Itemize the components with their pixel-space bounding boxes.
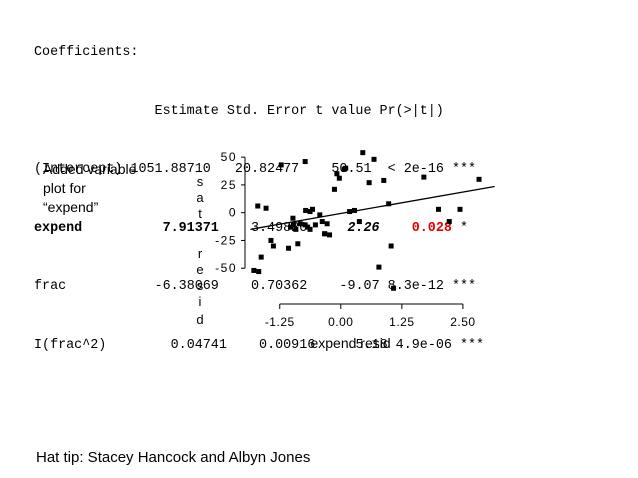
coefficients-table: Coefficients: Estimate Std. Error t valu…: [34, 4, 484, 375]
coef-stars: ***: [451, 162, 477, 177]
data-point: [256, 269, 262, 275]
coef-t: 50.51: [331, 162, 372, 177]
plot-note: Added variable plot for “expend”: [43, 160, 136, 217]
data-point: [331, 186, 337, 192]
data-point: [436, 206, 441, 212]
data-point: [371, 156, 377, 162]
y-axis-label-letter: s: [197, 278, 204, 293]
data-point: [421, 174, 427, 180]
coef-row-intercept: (Intercept) 1051.88710 20.82477 50.51 < …: [34, 160, 484, 180]
data-point: [376, 264, 382, 270]
y-axis-label-letter: t: [198, 206, 202, 221]
data-point: [317, 212, 323, 218]
y-axis-label-letter: i: [199, 294, 202, 309]
data-point: [295, 241, 301, 247]
coef-name: I(frac^2): [34, 337, 107, 353]
data-point: [293, 226, 299, 232]
coef-estimate: 1051.88710: [130, 162, 211, 177]
data-point: [322, 231, 328, 237]
data-point: [457, 206, 463, 212]
data-point: [297, 221, 303, 227]
coef-t: 5.18: [355, 337, 388, 353]
coef-t: -9.07: [339, 279, 380, 294]
coef-name: frac: [34, 279, 67, 294]
data-point: [386, 201, 392, 207]
data-point: [278, 162, 284, 168]
data-point: [290, 222, 296, 228]
x-axis-label: expend resid: [310, 335, 390, 351]
added-variable-plot: 50 25 0 -25 -50 -1.25 0.00 1.25 2.50 expend resid…: [196, 150, 495, 351]
fitted-line: [250, 185, 495, 230]
y-axis-label-letter: s: [197, 174, 204, 189]
y-axis-label-letter: r: [198, 246, 203, 261]
data-point: [476, 176, 482, 182]
coef-se: 0.70362: [251, 279, 308, 294]
data-point: [270, 243, 276, 249]
y-tick-label: 50: [221, 150, 237, 164]
data-point: [356, 219, 362, 225]
data-point: [290, 215, 296, 221]
data-point: [302, 222, 308, 228]
y-tick-label: 25: [221, 178, 237, 192]
coef-stars: *: [459, 220, 469, 236]
data-point: [347, 209, 353, 215]
y-axis-label-letter: a: [196, 190, 204, 205]
data-point: [388, 243, 394, 249]
credit-text: Hat tip: Stacey Hancock and Albyn Jones: [36, 449, 311, 466]
coef-row-frac: frac -6.38069 0.70362 -9.07 8.3e-12 ***: [34, 277, 484, 297]
y-axis-label-letter: e: [196, 262, 203, 277]
note-line: “expend”: [43, 199, 99, 215]
data-point: [319, 219, 325, 225]
data-point: [268, 237, 274, 243]
coef-stars: ***: [451, 279, 477, 294]
x-tick-label: 0.00: [328, 315, 353, 329]
data-point: [351, 207, 357, 213]
y-axis-label-letter: d: [196, 312, 203, 327]
coef-p: 4.9e-06: [395, 337, 452, 353]
data-point: [302, 159, 308, 165]
coef-p: 8.3e-12: [387, 279, 444, 294]
y-tick-label: -50: [215, 261, 237, 275]
x-tick-label: 1.25: [389, 315, 414, 329]
coef-t: 2.26: [347, 220, 380, 236]
data-point: [303, 207, 309, 213]
coef-name: (Intercept): [34, 162, 123, 177]
data-point: [366, 180, 372, 186]
coef-p: 0.028: [411, 220, 452, 236]
coef-estimate: 0.04741: [170, 337, 227, 353]
coef-se: 0.00916: [259, 337, 316, 353]
data-point: [258, 254, 264, 260]
data-point: [255, 203, 261, 209]
data-point: [336, 175, 342, 181]
data-point: [312, 222, 318, 228]
data-point: [391, 285, 397, 291]
note-line: Added variable: [43, 161, 137, 177]
data-point: [334, 171, 340, 177]
data-point: [446, 219, 452, 225]
coef-name: expend: [34, 220, 83, 236]
data-point: [360, 150, 366, 156]
coefficients-header: Estimate Std. Error t value Pr(>|t|): [34, 103, 444, 119]
coef-estimate: -6.38069: [154, 279, 219, 294]
data-point: [286, 245, 292, 251]
data-point: [251, 267, 257, 273]
note-line: plot for: [43, 180, 86, 196]
coefficients-title: Coefficients:: [34, 45, 139, 60]
coef-p: < 2e-16: [387, 162, 444, 177]
data-point: [263, 205, 269, 211]
data-point: [381, 177, 387, 183]
coef-row-frac2: I(frac^2) 0.04741 0.00916 5.18 4.9e-06 *…: [34, 336, 484, 356]
data-point: [307, 209, 313, 215]
x-tick-label: -1.25: [265, 315, 295, 329]
y-tick-label: -25: [215, 233, 237, 247]
coef-stars: ***: [459, 337, 485, 353]
data-point: [343, 165, 349, 171]
x-tick-label: 2.50: [450, 315, 475, 329]
data-point: [324, 221, 330, 227]
data-point: [287, 224, 293, 230]
y-tick-label: 0: [229, 206, 237, 220]
data-point: [327, 232, 333, 238]
coef-estimate: 7.91371: [162, 220, 219, 236]
